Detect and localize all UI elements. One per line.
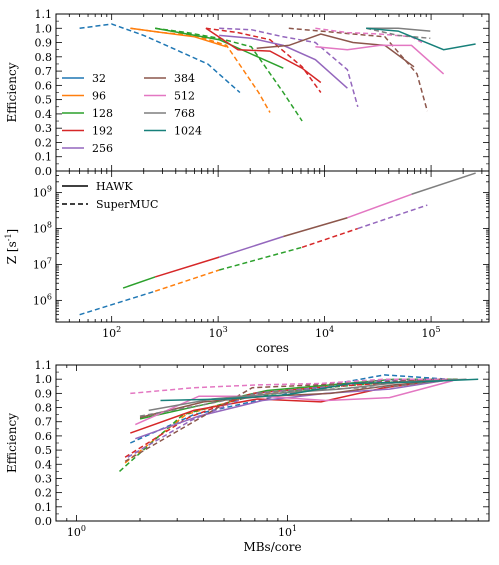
y-tick-label: 0.1 <box>35 501 53 514</box>
y-axis-label-top: Efficiency <box>5 62 19 122</box>
y-tick-label: 0.5 <box>35 444 53 457</box>
y-tick-label: 0.6 <box>35 79 53 92</box>
y-ticks-middle: 106 107 108 109 <box>33 170 489 320</box>
x-tick-label: 103 <box>209 325 228 340</box>
y-tick-label: 0.3 <box>35 122 53 135</box>
series-line-1024-hawk <box>160 378 479 402</box>
y-tick-label: 0.2 <box>35 487 53 500</box>
x-tick-label: 104 <box>315 325 334 340</box>
series-line-768-hawk <box>366 27 431 32</box>
series-middle <box>79 172 476 316</box>
y-tick-label: 0.7 <box>35 416 53 429</box>
series-line-supermuc <box>357 204 428 230</box>
legend-label: 192 <box>92 125 113 138</box>
series-line-384-supermuc <box>124 378 443 463</box>
series-line-32-supermuc <box>79 23 241 94</box>
y-tick-label: 107 <box>33 256 52 271</box>
y-tick-label: 0.0 <box>35 515 53 528</box>
series-line-1024-hawk <box>366 27 476 51</box>
x-axis-label-middle: cores <box>256 341 289 355</box>
series-line-512-hawk <box>315 44 445 75</box>
x-ticks-middle: 102 103 104 105 <box>55 171 483 340</box>
x-tick-label: 105 <box>422 325 441 340</box>
series-line-supermuc <box>154 269 220 292</box>
series-line-256-supermuc <box>219 27 359 108</box>
y-tick-label: 0.4 <box>35 458 53 471</box>
y-axis-label-bottom: Efficiency <box>5 413 19 473</box>
legend-machines: HAWK SuperMUC <box>62 180 158 211</box>
y-tick-label: 0.0 <box>35 165 53 178</box>
y-tick-label: 1.1 <box>35 8 53 21</box>
y-tick-label: 0.7 <box>35 65 53 78</box>
y-ticks-bottom: 0.00.10.2 0.30.40.50.60.70.8 0.91.01.1 <box>35 359 489 528</box>
y-tick-label: 0.2 <box>35 136 53 149</box>
series-line-hawk <box>411 172 476 195</box>
x-axis-label-bottom: MBs/core <box>243 540 301 554</box>
y-tick-label: 0.8 <box>35 402 53 415</box>
legend-label: 32 <box>92 72 106 85</box>
legend-label: SuperMUC <box>96 198 158 211</box>
series-line-supermuc <box>301 227 358 249</box>
y-tick-label: 0.4 <box>35 108 53 121</box>
series-line-supermuc <box>79 290 156 316</box>
series-line-384-supermuc <box>288 27 429 112</box>
series-line-hawk <box>154 256 220 278</box>
y-tick-label: 1.0 <box>35 373 53 386</box>
legend-label: 256 <box>92 142 113 155</box>
series-line-128-supermuc <box>155 27 303 122</box>
series-line-192-supermuc <box>205 27 322 93</box>
y-tick-label: 109 <box>33 185 52 200</box>
legend-label: 128 <box>92 107 113 120</box>
y-tick-label: 106 <box>33 292 52 307</box>
plot-frame-middle <box>55 170 490 323</box>
series-bottom <box>119 374 479 472</box>
series-line-256-hawk <box>135 378 454 440</box>
panel-middle: 102 103 104 105 106 107 108 109 Z [s-1] cores HAWK… <box>4 170 490 355</box>
y-tick-label: 0.6 <box>35 430 53 443</box>
series-line-512-hawk <box>134 379 454 426</box>
y-tick-label: 108 <box>33 221 52 236</box>
x-tick-label: 101 <box>278 524 297 539</box>
y-tick-label: 0.1 <box>35 151 53 164</box>
y-tick-label: 0.9 <box>35 387 53 400</box>
legend-label: 512 <box>174 90 195 103</box>
legend-sizes: 32 96 128 192 256 384 512 768 1024 <box>62 72 202 155</box>
series-line-hawk <box>347 193 412 219</box>
y-tick-label: 1.0 <box>35 22 53 35</box>
x-tick-label: 102 <box>102 325 121 340</box>
plot-frame-bottom <box>55 364 490 522</box>
series-line-256-supermuc <box>127 378 446 458</box>
series-line-768-supermuc <box>139 378 458 417</box>
y-tick-label: 0.8 <box>35 51 53 64</box>
y-axis-label-middle: Z [s-1] <box>4 229 19 264</box>
x-tick-label: 100 <box>67 524 86 539</box>
series-line-96-supermuc <box>130 27 271 113</box>
series-line-768-supermuc <box>366 27 431 40</box>
series-line-supermuc <box>219 246 303 271</box>
legend-label: 96 <box>92 90 106 103</box>
y-tick-label: 0.9 <box>35 37 53 50</box>
legend-label: 384 <box>174 72 195 85</box>
series-line-384-hawk <box>139 378 458 419</box>
y-ticks-top: 0.00.1 0.20.30.40.5 0.60.70.80.9 1.01.1 <box>35 8 489 178</box>
legend-label: HAWK <box>96 180 133 193</box>
legend-label: 768 <box>174 107 195 120</box>
series-line-128-hawk <box>154 27 284 69</box>
series-top <box>79 23 476 122</box>
y-tick-label: 1.1 <box>35 359 53 372</box>
series-line-512-supermuc <box>130 378 449 395</box>
legend-label: 1024 <box>174 125 202 138</box>
series-line-192-hawk <box>205 27 322 84</box>
series-line-hawk <box>122 276 156 289</box>
y-tick-label: 0.5 <box>35 94 53 107</box>
panel-top: 0.00.1 0.20.30.40.5 0.60.70.80.9 1.01.1 Effi… <box>5 8 490 178</box>
panel-bottom: 100 101 0.00.10.2 0.30.40.50.60.70.8 0.91.01… <box>5 359 490 554</box>
series-line-32-supermuc <box>129 374 449 444</box>
y-tick-label: 0.3 <box>35 472 53 485</box>
series-line-hawk <box>219 235 284 258</box>
series-line-384-hawk <box>256 33 415 68</box>
series-line-hawk <box>283 217 348 238</box>
